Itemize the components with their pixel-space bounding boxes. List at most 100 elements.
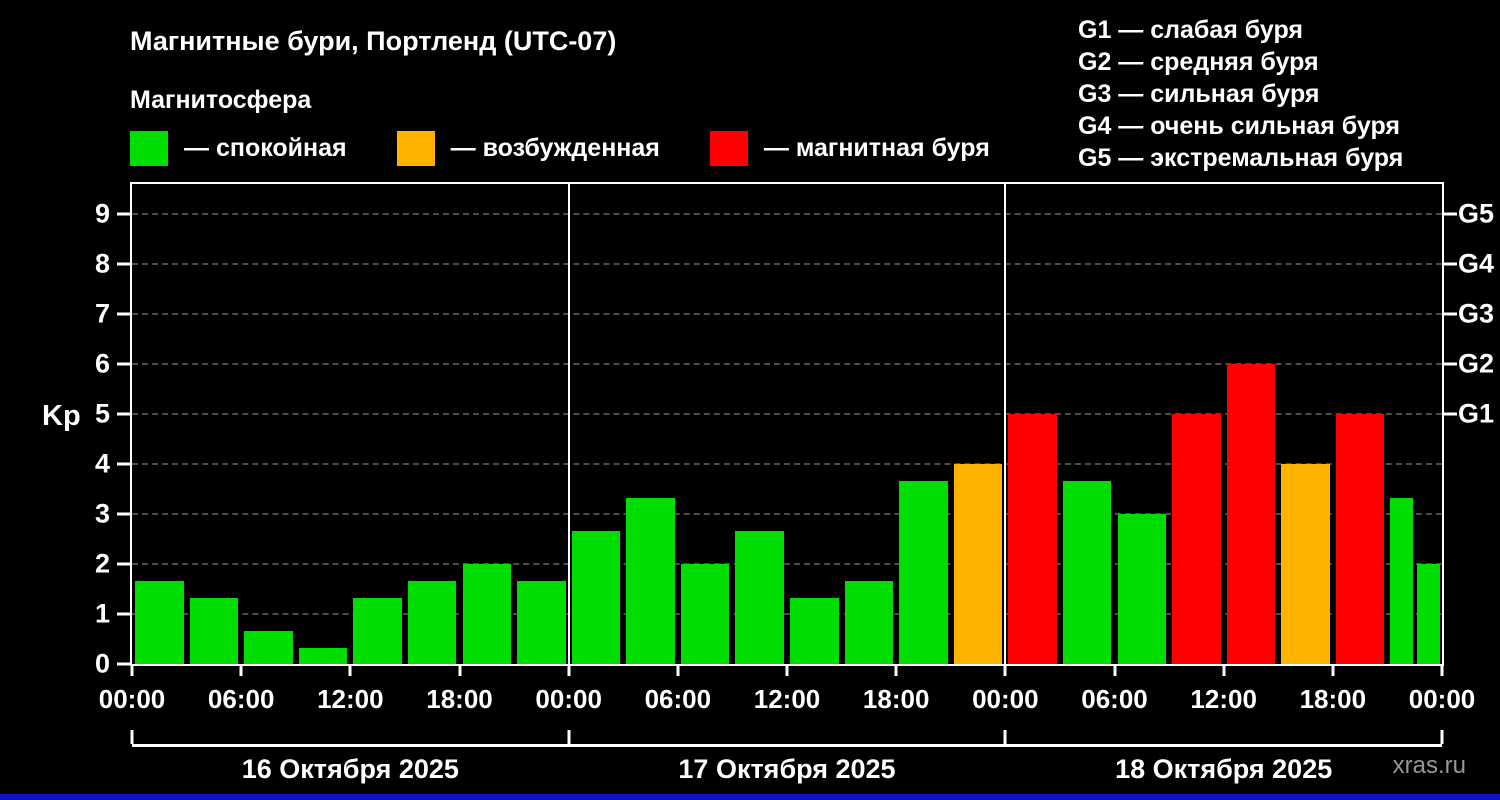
kp-tick-label: 2 — [94, 548, 110, 579]
kp-tick-mark — [117, 412, 130, 416]
time-tick-label: 06:00 — [644, 684, 712, 714]
kp-tick-label: 5 — [94, 398, 110, 429]
g-scale-label: G5 — [1458, 198, 1495, 229]
kp-bar — [298, 647, 348, 664]
time-tick-label: 18:00 — [862, 684, 930, 714]
time-tick-label: 18:00 — [426, 684, 493, 714]
y-axis-title: Kp — [42, 400, 81, 432]
kp-gridline — [132, 313, 1442, 315]
excited-color-swatch — [396, 131, 435, 166]
kp-bar — [462, 564, 512, 664]
legend-item-storm: — магнитная буря — [709, 131, 990, 166]
kp-bar — [1062, 480, 1112, 664]
time-tick-mark — [458, 666, 461, 676]
kp-gridline — [132, 463, 1442, 465]
legend-item-quiet: — спокойная — [130, 131, 347, 166]
kp-bar — [1117, 514, 1167, 664]
kp-tick-label: 7 — [94, 298, 110, 329]
chart-subtitle: Магнитосфера — [130, 86, 312, 114]
legend-label-storm: — магнитная буря — [763, 134, 990, 162]
kp-bar — [189, 597, 239, 664]
kp-gridline — [132, 413, 1442, 415]
kp-tick-mark — [117, 512, 130, 516]
day-separator — [567, 184, 570, 664]
kp-bar — [680, 564, 730, 664]
kp-bar — [1281, 464, 1330, 664]
kp-gridline — [132, 263, 1442, 265]
kp-tick-mark — [117, 662, 130, 666]
kp-bar — [407, 580, 457, 664]
g-scale-legend-item-g4: G4 — очень сильная буря — [1078, 112, 1400, 140]
time-tick-mark — [567, 666, 571, 676]
time-tick-mark — [348, 666, 352, 676]
storm-color-swatch — [709, 131, 748, 166]
time-tick-label: 18:00 — [1299, 684, 1367, 714]
kp-tick-label: 0 — [94, 648, 110, 679]
kp-bar — [517, 580, 566, 664]
time-tick-label: 00:00 — [972, 684, 1039, 714]
kp-tick-label: 9 — [94, 198, 110, 229]
date-axis-tick — [567, 730, 571, 744]
g-scale-label: G2 — [1458, 348, 1495, 379]
kp-bar-chart-plot-area: 0 1 2 3 4 5 6 7 8 9 G1 G2 G3 G4 G5 00:00 06:00 12:00 18:00… — [95, 182, 1494, 714]
kp-bar — [1390, 497, 1413, 664]
g-tick-mark — [1444, 362, 1457, 366]
kp-bar — [571, 530, 621, 664]
time-tick-label: 12:00 — [753, 684, 821, 714]
activity-legend: — спокойная — возбужденная — магнитная б… — [130, 131, 1040, 166]
time-tick-label: 06:00 — [1081, 684, 1148, 714]
kp-bar — [1416, 564, 1440, 664]
time-tick-mark — [1003, 666, 1007, 676]
kp-tick-mark — [117, 312, 130, 316]
g-tick-mark — [1444, 412, 1457, 416]
kp-gridline — [132, 213, 1442, 215]
kp-gridline — [132, 613, 1442, 615]
time-tick-mark — [1113, 666, 1116, 676]
kp-tick-label: 4 — [94, 448, 110, 479]
g-scale-legend-item-g5: G5 — экстремальная буря — [1078, 144, 1404, 172]
kp-bar — [790, 597, 839, 664]
date-label: 16 Октября 2025 — [241, 754, 459, 784]
date-axis: 16 Октября 2025 17 Октября 2025 18 Октября… — [130, 730, 1444, 784]
time-tick-label: 06:00 — [207, 684, 275, 714]
time-tick-label: 00:00 — [1408, 684, 1476, 714]
time-tick-label: 00:00 — [98, 684, 166, 714]
time-tick-mark — [1331, 666, 1335, 676]
time-tick-mark — [785, 666, 789, 676]
kp-bar — [1172, 414, 1221, 664]
date-axis-tick — [1003, 730, 1007, 744]
chart-title: Магнитные бури, Портленд (UTC-07) — [130, 26, 617, 56]
kp-tick-mark — [117, 362, 130, 366]
kp-bar — [844, 580, 894, 664]
g-scale-label: G3 — [1458, 298, 1495, 329]
kp-bar — [244, 630, 293, 664]
kp-bar — [1008, 414, 1057, 664]
time-tick-label: 00:00 — [535, 684, 602, 714]
kp-bar — [135, 580, 184, 664]
kp-bar — [626, 497, 675, 664]
g-scale-legend-item-g1: G1 — слабая буря — [1078, 16, 1304, 44]
g-scale-legend: G1 — слабая буря G2 — средняя буря G3 — … — [1078, 14, 1403, 174]
kp-bar — [735, 530, 784, 664]
kp-tick-label: 1 — [94, 598, 110, 629]
g-tick-mark — [1444, 262, 1457, 266]
kp-bar — [899, 480, 948, 664]
kp-gridline — [132, 563, 1442, 565]
date-axis-tick — [1440, 730, 1444, 744]
kp-tick-mark — [117, 212, 130, 216]
kp-bar — [1226, 364, 1276, 664]
legend-item-excited: — возбужденная — [396, 131, 660, 166]
date-label: 18 Октября 2025 — [1115, 754, 1333, 784]
kp-tick-label: 3 — [94, 498, 110, 529]
kp-tick-mark — [117, 562, 130, 566]
kp-gridline — [132, 513, 1442, 515]
bottom-strip — [0, 794, 1500, 800]
date-axis-tick — [130, 730, 134, 744]
g-scale-legend-item-g2: G2 — средняя буря — [1078, 48, 1319, 76]
time-tick-mark — [1222, 666, 1226, 676]
g-scale-legend-item-g3: G3 — сильная буря — [1078, 80, 1320, 108]
kp-tick-label: 6 — [94, 348, 110, 379]
kp-tick-mark — [117, 262, 130, 266]
kp-tick-mark — [117, 462, 130, 466]
watermark: xras.ru — [1392, 752, 1466, 779]
